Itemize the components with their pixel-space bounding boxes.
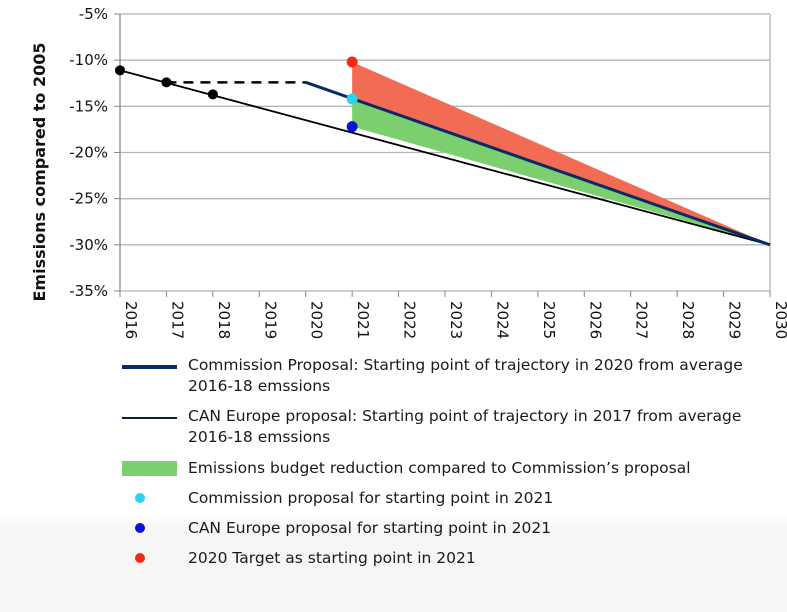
red-area [352, 62, 770, 245]
x-tick-label: 2020 [308, 301, 326, 339]
x-tick-label: 2029 [726, 301, 744, 339]
commission-line [305, 80, 771, 247]
x-tick-label: 2016 [122, 301, 140, 339]
y-tick-label: -25% [69, 190, 108, 208]
x-tick-label: 2022 [401, 301, 419, 339]
y-tick-label: -30% [69, 236, 108, 254]
legend-label-can-line: CAN Europe proposal: Starting point of t… [188, 407, 742, 446]
x-tick-label: 2026 [586, 301, 604, 339]
legend-label-commission-line: Commission Proposal: Starting point of t… [188, 356, 743, 395]
legend-swatch-point [135, 553, 145, 563]
y-tick-label: -20% [69, 144, 108, 162]
can-europe-line [119, 69, 771, 246]
marker-point [346, 56, 358, 68]
historical-point [115, 65, 125, 76]
x-tick-label: 2024 [493, 301, 511, 339]
legend-swatch-green-area [122, 461, 177, 476]
x-tick-label: 2023 [447, 301, 465, 339]
y-axis-title: Emissions compared to 2005 [30, 43, 49, 302]
legend-label-target-point: 2020 Target as starting point in 2021 [188, 549, 476, 567]
x-tick-label: 2030 [772, 301, 787, 339]
legend-label-can-point: CAN Europe proposal for starting point i… [188, 519, 552, 537]
legend-swatch-point [135, 493, 145, 503]
historical-point [207, 89, 218, 100]
legend-label-green-area: Emissions budget reduction compared to C… [188, 459, 691, 477]
x-tick-label: 2017 [168, 301, 186, 339]
marker-point [346, 93, 358, 105]
x-tick-label: 2028 [679, 301, 697, 339]
marker-point [346, 121, 358, 133]
historical-point [161, 77, 172, 88]
y-tick-label: -5% [79, 5, 108, 23]
y-tick-label: -15% [69, 97, 108, 115]
x-tick-label: 2027 [633, 301, 651, 339]
legend-swatch-point [135, 523, 145, 533]
x-tick-label: 2025 [540, 301, 558, 339]
x-tick-label: 2018 [215, 301, 233, 339]
x-tick-label: 2019 [261, 301, 279, 339]
y-tick-label: -10% [69, 51, 108, 69]
legend-label-commission-point: Commission proposal for starting point i… [188, 489, 554, 507]
x-tick-label: 2021 [354, 301, 372, 339]
y-tick-label: -35% [69, 282, 108, 300]
